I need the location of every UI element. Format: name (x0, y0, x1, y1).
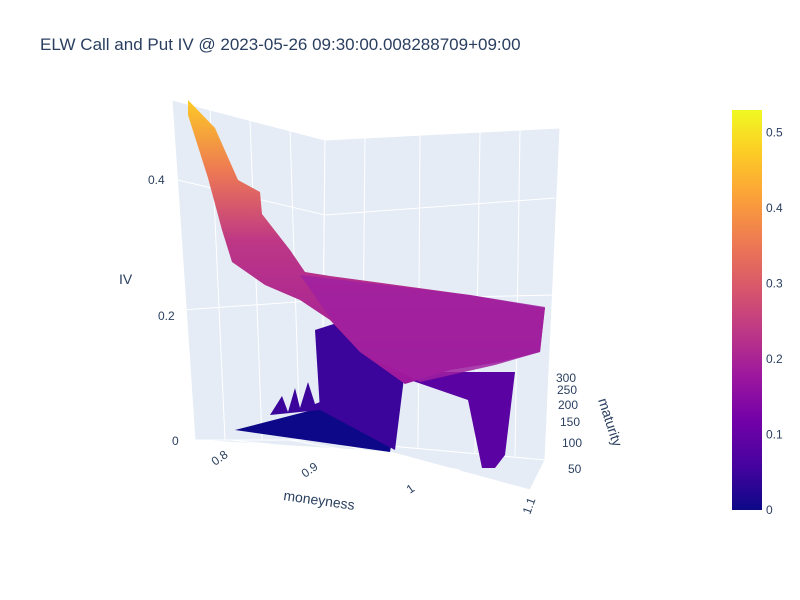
y-axis-ticks: 50 100 150 200 250 300 (556, 371, 582, 476)
z-tick-label: 0.2 (158, 309, 175, 323)
floor-gridline (289, 439, 461, 471)
y-tick-label: 300 (556, 371, 576, 385)
colorbar-tick-label: 0.5 (766, 126, 783, 140)
side-wall-gridline (514, 129, 521, 457)
y-tick-label: 150 (560, 415, 580, 429)
y-tick-label: 250 (557, 383, 577, 397)
floor-moneyness-maturity (194, 439, 546, 491)
y-axis-title: maturity (595, 396, 626, 448)
surface-spikes (270, 382, 325, 415)
colorbar-tick-label: 0.3 (766, 277, 783, 291)
floor-gridline (321, 439, 531, 491)
colorbar-ticks: 0 0.1 0.2 0.3 0.4 0.5 (766, 126, 783, 517)
iv-surface[interactable] (188, 100, 545, 468)
colorbar-tick-label: 0.2 (766, 352, 783, 366)
colorbar-tick-label: 0.4 (766, 201, 783, 215)
y-tick-label: 50 (568, 462, 582, 476)
colorbar-tick-label: 0 (766, 503, 773, 517)
z-tick-label: 0 (172, 434, 179, 448)
x-tick-label: 0.9 (299, 459, 321, 480)
x-tick-label: 1.1 (520, 495, 539, 516)
x-axis-title: moneyness (283, 487, 356, 513)
colorbar-tick-label: 0.1 (766, 428, 783, 442)
surface-top-plane (300, 275, 545, 382)
iv-gridline (324, 197, 556, 216)
chart-title: ELW Call and Put IV @ 2023-05-26 09:30:0… (40, 35, 521, 54)
surface-wall-right (405, 372, 515, 468)
iv-gridline (181, 299, 326, 311)
back-wall-gridline (249, 119, 263, 441)
x-tick-label: 0.8 (209, 447, 231, 468)
z-tick-label: 0.4 (148, 173, 165, 187)
y-tick-label: 200 (558, 398, 578, 412)
z-axis-ticks: 0 0.2 0.4 (148, 173, 179, 448)
x-tick-label: 1 (404, 481, 418, 496)
colorbar-gradient (732, 110, 762, 510)
z-axis-title: IV (119, 271, 133, 287)
colorbar: 0 0.1 0.2 0.3 0.4 0.5 (732, 110, 783, 517)
y-tick-label: 100 (562, 436, 582, 450)
